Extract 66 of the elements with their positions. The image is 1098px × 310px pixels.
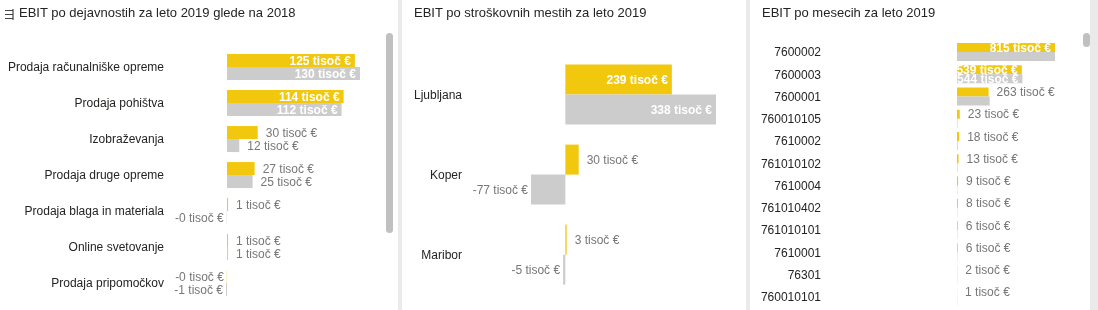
data-label: 8 tisoč € xyxy=(965,196,1011,211)
y-tick-label: Prodaja druge opreme xyxy=(44,168,165,183)
data-label: 30 tisoč € xyxy=(586,152,639,167)
bar xyxy=(565,94,716,125)
data-label: 2 tisoč € xyxy=(965,263,1011,277)
data-label: 114 tisoč € xyxy=(278,89,340,104)
data-label: 30 tisoč € xyxy=(265,125,318,140)
y-tick-label: Izobraževanja xyxy=(89,132,165,147)
bar xyxy=(227,126,258,140)
data-label: 1 tisoč € xyxy=(236,246,282,261)
bar xyxy=(565,144,579,175)
bar xyxy=(563,254,566,285)
chart-title: EBIT po dejavnostih za leto 2019 glede na 2018 xyxy=(19,5,296,20)
data-label: 18 tisoč € xyxy=(967,129,1019,144)
chart-title: EBIT po stroškovnih mestih za leto 2019 xyxy=(414,5,647,20)
y-tick-label: 7610004 xyxy=(774,178,822,193)
data-label: -1 tisoč € xyxy=(174,282,224,297)
data-label: 1 tisoč € xyxy=(236,197,282,212)
y-tick-label: 7600002 xyxy=(774,45,822,60)
bar xyxy=(531,174,566,205)
data-label: 12 tisoč € xyxy=(247,138,299,153)
y-tick-label: 76301 xyxy=(787,267,822,282)
data-label: 1 tisoč € xyxy=(236,233,282,248)
data-label: 25 tisoč € xyxy=(260,174,313,189)
data-label: 125 tisoč € xyxy=(289,53,352,68)
data-label: 1 tisoč € xyxy=(965,285,1011,300)
y-tick-label: Prodaja računalniške opreme xyxy=(7,60,165,75)
data-label: -0 tisoč € xyxy=(175,269,225,284)
data-label: -77 tisoč € xyxy=(472,182,529,197)
data-label: 239 tisoč € xyxy=(606,72,669,87)
data-label: 6 tisoč € xyxy=(965,218,1011,233)
bar xyxy=(957,132,960,141)
bar xyxy=(957,87,989,97)
data-label: 13 tisoč € xyxy=(966,151,1019,166)
y-tick-label: Maribor xyxy=(421,248,462,263)
data-label: 23 tisoč € xyxy=(967,107,1020,122)
bar xyxy=(227,139,240,153)
bar xyxy=(957,109,960,119)
bar xyxy=(957,52,1055,61)
bar xyxy=(227,175,253,189)
data-label: 263 tisoč € xyxy=(996,85,1055,99)
data-label: -5 tisoč € xyxy=(511,262,561,277)
y-tick-label: Prodaja blaga in materiala xyxy=(24,204,165,219)
bar xyxy=(957,96,990,106)
y-tick-label: 760010101 xyxy=(760,290,822,305)
y-tick-label: 760010105 xyxy=(760,112,822,127)
data-label: 27 tisoč € xyxy=(262,161,315,176)
y-tick-label: 761010102 xyxy=(760,156,822,171)
y-tick-label: 7600001 xyxy=(774,89,822,104)
data-label: 9 tisoč € xyxy=(966,174,1012,188)
y-tick-label: 7600003 xyxy=(774,67,822,82)
y-tick-label: 7610002 xyxy=(774,134,822,149)
y-tick-label: 7610001 xyxy=(774,245,822,260)
y-tick-label: Prodaja pripomočkov xyxy=(51,276,164,291)
data-label: 3 tisoč € xyxy=(574,232,620,247)
data-label: -0 tisoč € xyxy=(175,210,225,225)
y-tick-label: 761010402 xyxy=(760,201,822,216)
y-tick-label: Online svetovanje xyxy=(68,240,165,255)
data-label: 6 tisoč € xyxy=(965,240,1011,255)
y-tick-label: Ljubljana xyxy=(413,88,463,103)
text: EBIT po mesecih za leto 2019 xyxy=(762,5,936,20)
y-tick-label: Prodaja pohištva xyxy=(74,96,165,111)
y-tick-label: Koper xyxy=(429,168,462,183)
data-label: 815 tisoč € xyxy=(989,40,1052,55)
bar xyxy=(227,162,255,176)
y-tick-label: 761010101 xyxy=(760,223,822,238)
